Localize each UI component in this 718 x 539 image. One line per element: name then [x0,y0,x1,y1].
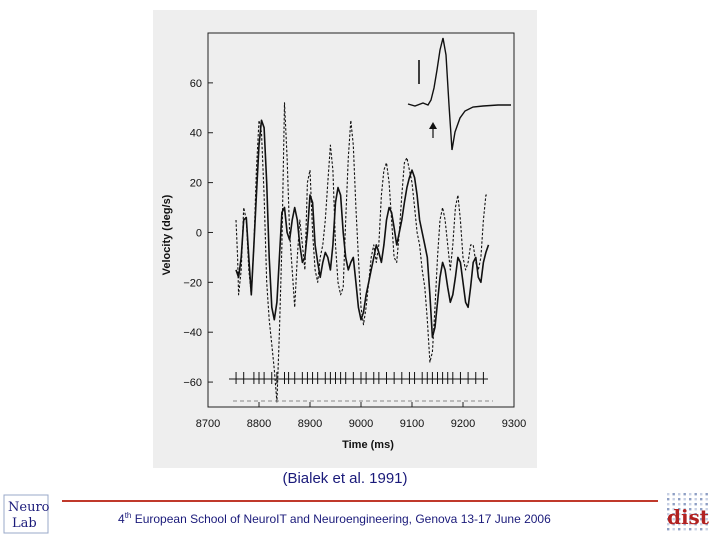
series-line-solid [235,119,490,338]
dist-logo-dot [678,493,681,496]
dist-logo-dot [672,523,675,526]
dist-logo-dot [689,503,692,506]
dist-logo-dot [683,508,686,511]
dist-logo-dot [694,508,697,511]
x-tick-label: 9300 [502,418,526,430]
dist-logo-text: dist [667,505,710,529]
footer-event: European School of NeuroIT and Neuroengi… [131,512,551,526]
dist-logo-dot [672,498,675,501]
dist-logo-dot [667,493,670,496]
dist-logo-dot [672,508,675,511]
x-tick-label: 9200 [451,418,475,430]
footer-ordinal-suffix: th [124,511,132,520]
dist-logo-dot [700,513,703,516]
y-tick-label: −40 [183,327,202,339]
dist-logo-dot [700,503,703,506]
dist-logo-dot [683,498,686,501]
dist-logo-dot [705,518,708,521]
dist-logo-dot [700,518,703,521]
dist-logo-dot [694,518,697,521]
dist-logo-dot [678,513,681,516]
footer-divider [62,500,658,502]
dist-logo-dot [683,518,686,521]
dist-logo-dot [700,528,703,531]
y-tick-label: 0 [196,227,202,239]
dist-logo-dot [705,513,708,516]
dist-logo-dot [694,503,697,506]
x-tick-label: 9100 [400,418,424,430]
dist-logo-dot [705,503,708,506]
y-tick-label: −60 [183,377,202,389]
dist-logo-dot [683,523,686,526]
dist-logo-dot [689,528,692,531]
y-axis-label: Velocity (deg/s) [161,194,173,275]
dist-logo-dot [678,508,681,511]
dist-logo-dot [672,513,675,516]
neurolab-logo-line2: Lab [12,516,37,531]
dist-logo-dot [700,493,703,496]
dist-logo-dot [672,493,675,496]
dist-logo-dot [672,528,675,531]
y-tick-label: 20 [190,178,202,190]
x-tick-label: 9000 [349,418,373,430]
dist-logo-dot [667,508,670,511]
dist-logo-dot [689,518,692,521]
dist-logo-dot [694,513,697,516]
y-tick-label: 60 [190,78,202,90]
dist-logo-dot [683,528,686,531]
series-line-dashed [235,102,489,403]
neurolab-logo: Neuro Lab [3,494,49,534]
y-tick-label: 40 [190,128,202,140]
dist-logo-dot [667,518,670,521]
dist-logo-dot [678,523,681,526]
dist-logo-dot [689,508,692,511]
dist-logo-dot [683,493,686,496]
inset-arrow-head [429,122,437,129]
dist-logo-dot [667,523,670,526]
dist-logo-dot [667,528,670,531]
dist-logo-dot [700,523,703,526]
dist-logo-dot [689,513,692,516]
dist-logo-dot [705,528,708,531]
dist-logo-dot [667,498,670,501]
dist-logo-dot [694,493,697,496]
dist-logo-dot [689,493,692,496]
dist-logo-dot [678,518,681,521]
dist-logo-dot [672,518,675,521]
dist-logo-dot [694,498,697,501]
dist-logo-dot [678,498,681,501]
citation: (Bialek et al. 1991) [282,470,408,487]
dist-logo-dot [700,508,703,511]
dist-logo-dot [678,528,681,531]
plot-frame [207,32,515,408]
x-tick-label: 8700 [196,418,220,430]
neurolab-logo-line1: Neuro [8,500,49,515]
dist-logo-dot [700,498,703,501]
dist-logo: dist [667,493,710,531]
footer-ordinal: 4 [118,512,125,526]
dist-logo-dot [683,503,686,506]
y-tick-label: −20 [183,277,202,289]
x-axis-label: Time (ms) [342,439,394,451]
dist-logo-dot [678,503,681,506]
velocity-plot: 60 40 20 0 −20 −40 −60 8700 8800 8900 9000 9100 9200… [161,32,526,451]
x-tick-label: 8900 [298,418,322,430]
footer-text: 4th European School of NeuroIT and Neuro… [118,511,551,526]
dist-logo-dot [705,508,708,511]
figure-panel: 60 40 20 0 −20 −40 −60 8700 8800 8900 9000 9100 9200… [153,10,537,468]
dist-logo-dot [689,523,692,526]
inset-average-trace [407,37,511,151]
dist-logo-dot [705,523,708,526]
dist-logo-dot [689,498,692,501]
dist-logo-dot [694,528,697,531]
dist-logo-dot [705,498,708,501]
dist-logo-dot [667,513,670,516]
dist-logo-dot [672,503,675,506]
dist-logo-dot [705,493,708,496]
dist-logo-dot [694,523,697,526]
x-tick-label: 8800 [247,418,271,430]
dist-logo-dot [667,503,670,506]
dist-logo-dot [683,513,686,516]
